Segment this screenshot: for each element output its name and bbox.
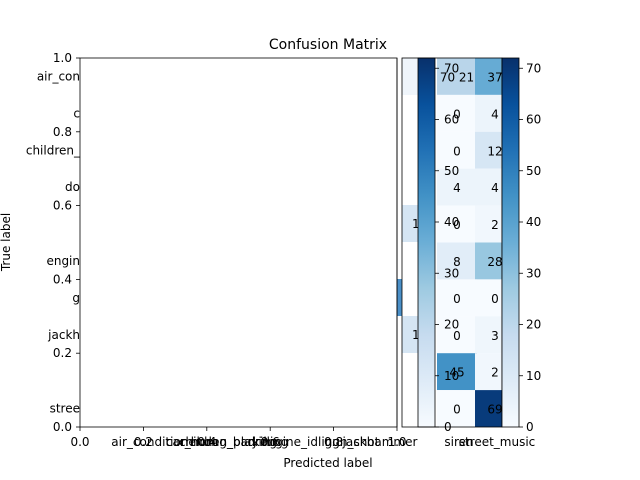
y-category-label: engin bbox=[46, 254, 80, 268]
x-tick-label: 0.8 bbox=[324, 435, 343, 449]
inner-colorbar-tick-label: 70 bbox=[444, 61, 459, 75]
x-tick-label: 1.0 bbox=[387, 435, 406, 449]
x-category-label: street_music bbox=[459, 435, 536, 449]
colorbar-tick-label: 10 bbox=[526, 369, 541, 383]
cell-value-label: 0 bbox=[453, 107, 461, 121]
y-category-label: jackh bbox=[47, 328, 80, 342]
heatmap-cell bbox=[437, 205, 477, 243]
heatmap-cell bbox=[437, 168, 477, 206]
x-category-label: air_conditioner bbox=[111, 435, 200, 449]
x-category-label: dog_bark bbox=[204, 435, 259, 449]
y-category-label: c bbox=[73, 106, 80, 120]
y-category-label: stree bbox=[50, 402, 80, 416]
x-tick-label: 0.6 bbox=[261, 435, 280, 449]
cell-value-label: 4 bbox=[453, 181, 461, 195]
y-category-label: air_con bbox=[37, 69, 80, 83]
x-category-label: children_playing bbox=[179, 435, 277, 449]
partial-cell-drilling-light bbox=[402, 205, 418, 242]
y-tick-label: 0.0 bbox=[53, 420, 72, 434]
heatmap-cell bbox=[437, 390, 477, 427]
x-category-labels: air_conditionercar_hornchildren_playingd… bbox=[111, 435, 535, 449]
heatmap-cell bbox=[437, 58, 477, 95]
main-axes-frame bbox=[79, 57, 398, 428]
colorbar bbox=[501, 57, 520, 428]
cell-value-label: 3 bbox=[491, 329, 499, 343]
colorbar-tick-label: 50 bbox=[526, 164, 541, 178]
cell-value-label: 45 bbox=[449, 366, 464, 380]
heatmap-cell bbox=[437, 316, 477, 354]
heatmap-cell bbox=[437, 94, 477, 132]
y-category-label: do bbox=[65, 180, 80, 194]
partial-cell-jackhammer-light bbox=[402, 316, 418, 353]
colorbar-tick-label: 60 bbox=[526, 113, 541, 127]
cell-value-label: 0 bbox=[491, 292, 499, 306]
y-tick-label: 0.8 bbox=[53, 125, 72, 139]
cell-value-labels: 70 21 370 40 124 40 28 280 00 345 20 69 bbox=[440, 70, 503, 416]
y-category-label: children_ bbox=[26, 143, 81, 157]
heatmap-cell bbox=[437, 242, 477, 280]
cell-value-label: 69 bbox=[487, 403, 502, 417]
heatmap-cell bbox=[437, 131, 477, 169]
chart-title: Confusion Matrix bbox=[269, 37, 387, 53]
y-tick-label: 0.6 bbox=[53, 199, 72, 213]
y-axis-label: True label bbox=[0, 213, 13, 272]
inner-colorbar bbox=[417, 57, 436, 428]
partial-label-drilling: 1 bbox=[412, 217, 420, 231]
x-category-label: drilling bbox=[247, 435, 288, 449]
cell-value-label: 0 bbox=[453, 329, 461, 343]
y-category-label: g bbox=[72, 291, 80, 305]
x-tick-label: 0.2 bbox=[134, 435, 153, 449]
colorbar-tick-label: 30 bbox=[526, 266, 541, 280]
cell-value-label: 2 bbox=[491, 366, 499, 380]
inner-colorbar-tick-label: 50 bbox=[444, 164, 459, 178]
cell-value-label: 4 bbox=[491, 181, 499, 195]
cell-value-label: 0 bbox=[453, 292, 461, 306]
colorbar-tick-label: 70 bbox=[526, 61, 541, 75]
cell-value-label: 2 bbox=[491, 218, 499, 232]
partial-label-jackhammer: 1 bbox=[412, 328, 420, 342]
y-tick-label: 1.0 bbox=[53, 51, 72, 65]
cell-value-label: 28 bbox=[487, 255, 502, 269]
cell-value-label: 12 bbox=[487, 144, 502, 158]
heatmap-cell bbox=[437, 279, 477, 317]
partial-cell-gun-shot bbox=[397, 279, 402, 316]
cell-value-label: 70 21 bbox=[440, 70, 474, 84]
main-axes-ticks: 0.0 0.2 0.4 0.6 0.8 1.0 0.0 0.2 0.4 0.6 0.8 1.0 bbox=[53, 51, 407, 449]
colorbar-tick-label: 0 bbox=[526, 420, 534, 434]
colorbar-tick-label: 40 bbox=[526, 215, 541, 229]
partial-cell-top-light bbox=[402, 58, 418, 95]
cell-value-label: 37 bbox=[487, 70, 502, 84]
cell-value-label: 0 bbox=[453, 218, 461, 232]
x-tick-label: 0.4 bbox=[197, 435, 216, 449]
x-category-label: engine_idling bbox=[260, 435, 340, 449]
cell-value-label: 8 bbox=[453, 255, 461, 269]
y-tick-label: 0.2 bbox=[53, 346, 72, 360]
x-axis-label: Predicted label bbox=[283, 456, 372, 470]
colorbar-tick-label: 20 bbox=[526, 318, 541, 332]
inner-colorbar-tick-label: 40 bbox=[444, 215, 459, 229]
x-category-label: siren bbox=[444, 435, 473, 449]
inner-colorbar-tick-label: 10 bbox=[444, 369, 459, 383]
x-tick-label: 0.0 bbox=[70, 435, 89, 449]
inner-colorbar-tick-label: 60 bbox=[444, 113, 459, 127]
inner-colorbar-tick-label: 30 bbox=[444, 266, 459, 280]
colorbar-ticks: 0 10 20 30 40 50 60 70 bbox=[519, 61, 541, 434]
inner-colorbar-tick-label: 20 bbox=[444, 318, 459, 332]
x-category-label: gun_shot bbox=[325, 435, 380, 449]
x-category-label: car_horn bbox=[166, 435, 218, 449]
x-category-label: jackhammer bbox=[342, 435, 418, 449]
cell-value-label: 4 bbox=[491, 107, 499, 121]
y-tick-label: 0.4 bbox=[53, 272, 72, 286]
cell-value-label: 0 bbox=[453, 403, 461, 417]
heatmap-cell bbox=[437, 353, 477, 391]
cell-value-label: 0 bbox=[453, 144, 461, 158]
